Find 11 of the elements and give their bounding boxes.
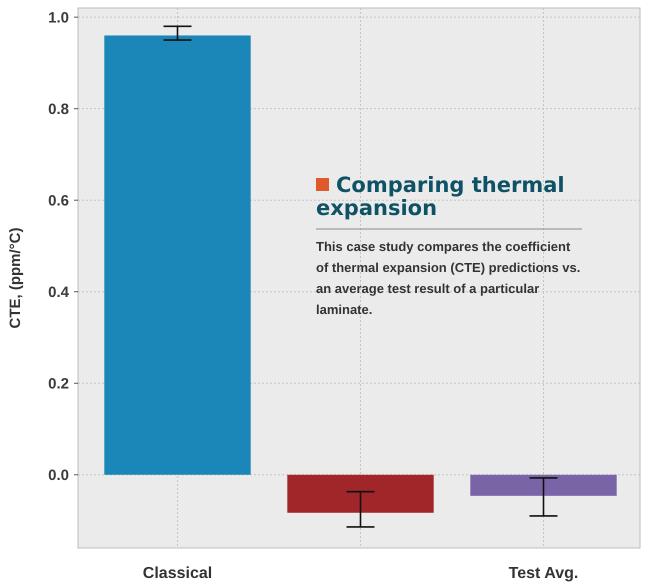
y-tick-label: 0.4 <box>48 284 70 301</box>
y-tick-label: 0.8 <box>48 100 69 118</box>
annotation: This case study compares the coefficient of thermal expansion (CTE) predictions vs. an average test result of a particular laminate. <box>316 239 580 317</box>
y-tick-label: 0.6 <box>48 192 69 210</box>
annotation: Comparing thermal expansion <box>316 173 565 220</box>
y-tick-label: 1.0 <box>48 9 69 26</box>
x-tick-label: Test Avg. <box>508 565 578 582</box>
y-tick-label: 0.2 <box>48 376 69 393</box>
y-tick-label: 0.0 <box>48 467 69 484</box>
x-tick-label: Classical <box>142 565 212 582</box>
y-axis-title: CTE, (ppm/°C) <box>7 228 24 328</box>
